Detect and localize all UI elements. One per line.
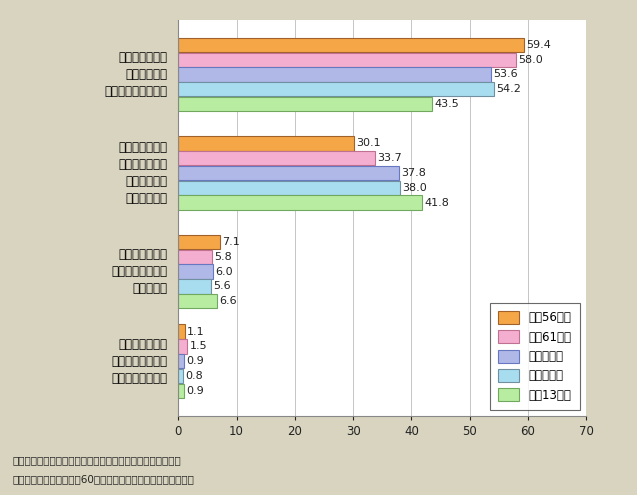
Text: 7.1: 7.1 <box>222 237 240 247</box>
Bar <box>178 151 375 165</box>
Text: 0.9: 0.9 <box>186 386 204 396</box>
Bar <box>178 181 399 195</box>
Bar <box>178 354 183 368</box>
Bar <box>178 38 524 52</box>
Bar <box>178 324 185 339</box>
Text: 0.8: 0.8 <box>185 371 203 381</box>
Bar <box>178 196 422 210</box>
Bar <box>178 82 494 97</box>
Bar <box>178 166 399 180</box>
Text: 資料：内閣府「高齢者の生活と意識に関する国際比較調査」: 資料：内閣府「高齢者の生活と意識に関する国際比較調査」 <box>13 455 182 465</box>
Bar <box>178 97 432 111</box>
Text: 5.6: 5.6 <box>213 281 231 292</box>
Bar <box>178 339 187 353</box>
Text: 1.1: 1.1 <box>187 327 204 337</box>
Text: 6.0: 6.0 <box>216 266 233 277</box>
Text: 58.0: 58.0 <box>519 54 543 65</box>
Text: 38.0: 38.0 <box>402 183 427 193</box>
Bar <box>178 369 183 383</box>
Bar <box>178 52 516 67</box>
Text: 54.2: 54.2 <box>496 84 521 94</box>
Text: 33.7: 33.7 <box>377 153 402 163</box>
Bar <box>178 235 220 249</box>
Text: 53.6: 53.6 <box>493 69 517 80</box>
Text: 30.1: 30.1 <box>356 139 381 148</box>
Bar <box>178 294 217 308</box>
Text: 41.8: 41.8 <box>424 198 449 207</box>
Legend: 昭和56年度, 昭和61年度, 平成２年度, 平成８年度, 平成13年度: 昭和56年度, 昭和61年度, 平成２年度, 平成８年度, 平成13年度 <box>490 303 580 410</box>
Text: 1.5: 1.5 <box>189 342 207 351</box>
Bar <box>178 67 490 82</box>
Text: 43.5: 43.5 <box>434 99 459 109</box>
Bar <box>178 136 354 150</box>
Bar <box>178 249 212 264</box>
Text: 5.8: 5.8 <box>215 252 233 262</box>
Text: 6.6: 6.6 <box>219 296 237 306</box>
Bar <box>178 279 211 294</box>
Text: 37.8: 37.8 <box>401 168 426 178</box>
Bar <box>178 384 183 398</box>
Text: 0.9: 0.9 <box>186 356 204 366</box>
Bar <box>178 264 213 279</box>
Text: （注）日本における全国60歳以上の男女を対象とした調査結果: （注）日本における全国60歳以上の男女を対象とした調査結果 <box>13 475 195 485</box>
Text: 59.4: 59.4 <box>527 40 552 50</box>
